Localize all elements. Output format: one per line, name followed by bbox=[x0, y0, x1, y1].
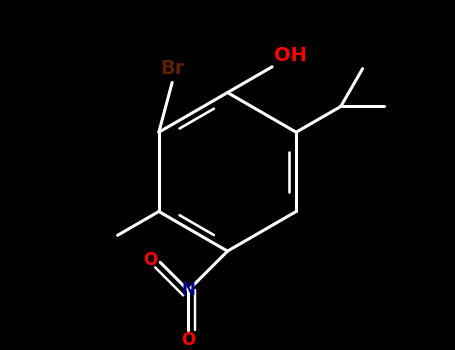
Text: OH: OH bbox=[274, 46, 307, 65]
Text: O: O bbox=[181, 331, 195, 349]
Text: O: O bbox=[143, 251, 157, 270]
Text: Br: Br bbox=[160, 60, 184, 78]
Text: N: N bbox=[182, 281, 195, 299]
